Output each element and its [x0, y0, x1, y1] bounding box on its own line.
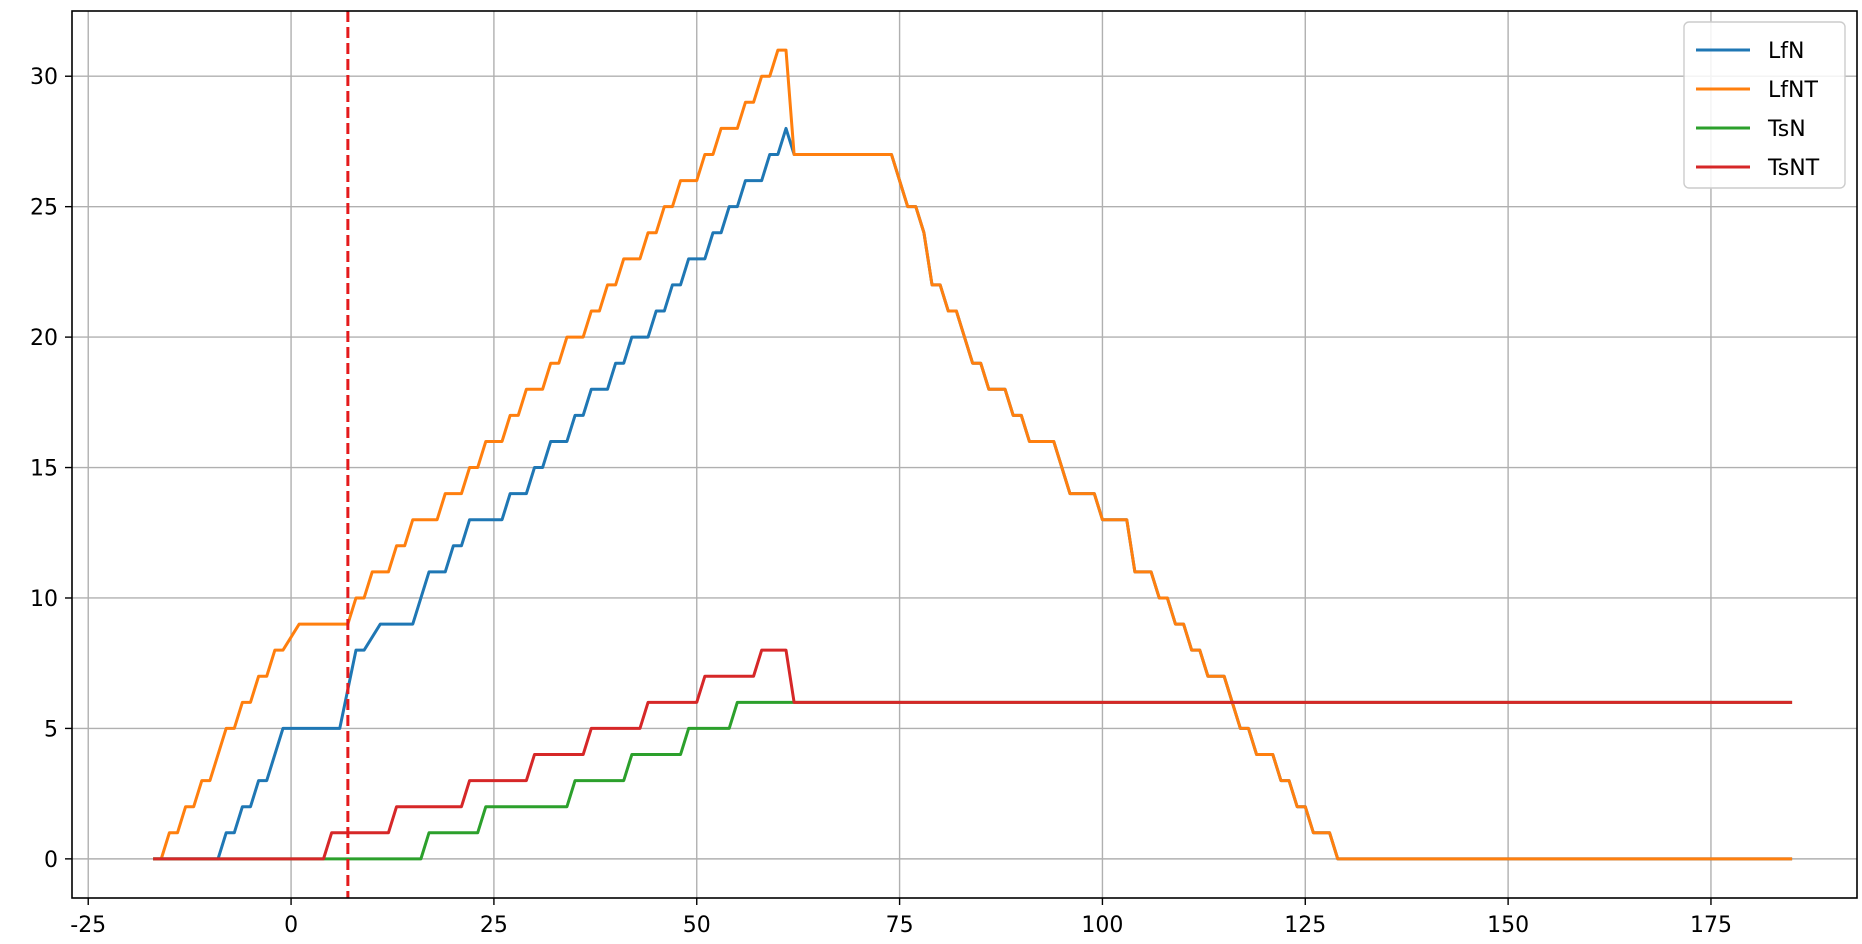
- y-tick-label: 20: [30, 326, 58, 351]
- x-tick-label: 175: [1690, 913, 1732, 938]
- legend-box: [1683, 21, 1846, 189]
- x-tick-label: 75: [886, 913, 914, 938]
- x-axis-ticks: -25 0 25 50 75 100 125 150 175: [70, 898, 1732, 938]
- series-layer: [153, 48, 1793, 861]
- y-tick-label: 0: [44, 848, 58, 873]
- legend-label-tsnt: TsNT: [1767, 156, 1820, 181]
- y-axis-ticks: 0 5 10 15 20 25 30: [30, 65, 72, 873]
- x-tick-label: 100: [1081, 913, 1123, 938]
- series-line-tsnt: [153, 648, 1793, 861]
- y-tick-label: 10: [30, 587, 58, 612]
- legend-label-tsn: TsN: [1767, 117, 1806, 142]
- series-line-lfnt: [153, 48, 1793, 861]
- x-tick-label: 50: [683, 913, 711, 938]
- x-tick-label: 150: [1487, 913, 1529, 938]
- legend: LfN LfNT TsN TsNT: [1683, 21, 1846, 189]
- y-tick-label: 30: [30, 65, 58, 90]
- x-tick-label: 25: [480, 913, 508, 938]
- y-tick-label: 15: [30, 457, 58, 482]
- x-tick-label: -25: [70, 913, 106, 938]
- y-tick-label: 5: [44, 717, 58, 742]
- plot-frame: [71, 10, 1858, 899]
- x-tick-label: 125: [1284, 913, 1326, 938]
- x-tick-label: 0: [284, 913, 298, 938]
- legend-label-lfnt: LfNT: [1768, 78, 1818, 103]
- series-line-tsn: [153, 700, 1793, 861]
- legend-label-lfn: LfN: [1768, 39, 1804, 64]
- y-tick-label: 25: [30, 196, 58, 221]
